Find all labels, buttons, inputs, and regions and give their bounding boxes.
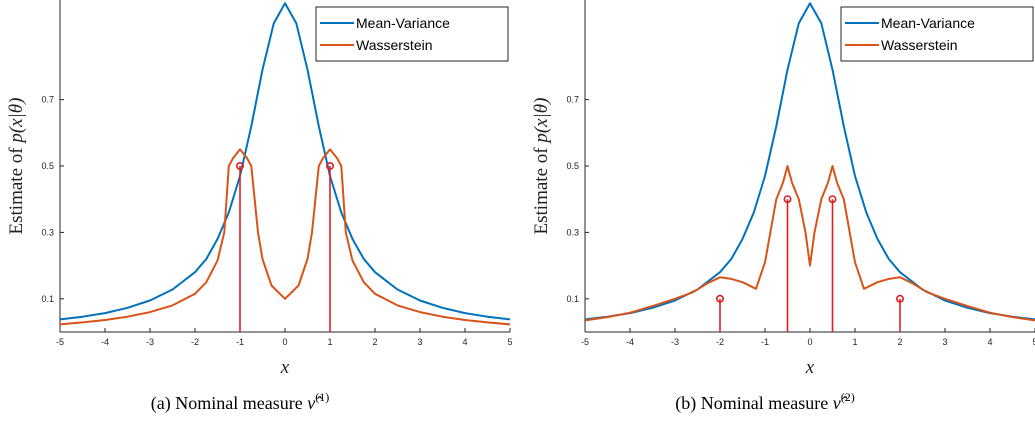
x-tick-label: 1 — [852, 337, 857, 347]
x-tick-label: -5 — [581, 337, 589, 347]
y-axis-label-text: Estimate of — [531, 143, 552, 235]
x-tick-label: 0 — [807, 337, 812, 347]
y-tick-label: 0.1 — [566, 294, 579, 304]
y-tick-label: 0.3 — [41, 227, 54, 237]
x-tick-label: -1 — [761, 337, 769, 347]
chart-panel-1: -5 -4 -3 -2 -1 0 1 2 3 4 5 0.1 0.3 0.5 0.7 Mean-Varianc… — [531, 0, 1035, 414]
x-tick-label: -3 — [671, 337, 679, 347]
x-tick-label: 5 — [1032, 337, 1035, 347]
x-tick-label: -1 — [236, 337, 244, 347]
panel-caption: (a) Nominal measure ν̂(1) — [151, 390, 329, 414]
x-tick-label: 3 — [417, 337, 422, 347]
y-axis-label-math: p(x|θ) — [531, 98, 552, 145]
stem-marker — [895, 294, 904, 303]
series-line-wasserstein — [584, 165, 1035, 322]
legend-box — [840, 6, 1034, 62]
stem-marker — [715, 294, 724, 303]
x-tick-label: 4 — [462, 337, 467, 347]
x-axis-label: x — [280, 357, 290, 378]
chart-panel-0: -5 -4 -3 -2 -1 0 1 2 3 4 5 0.1 0.3 0.5 0.7 Mean-Varianc… — [6, 0, 513, 414]
x-tick-label: 3 — [942, 337, 947, 347]
y-tick-label: 0.5 — [41, 161, 54, 171]
x-tick-label: 4 — [987, 337, 992, 347]
x-tick-label: -2 — [191, 337, 199, 347]
series-line-wasserstein — [59, 148, 511, 326]
y-axis-label-text: Estimate of — [6, 143, 27, 235]
legend-box — [315, 6, 509, 62]
x-tick-label: 2 — [372, 337, 377, 347]
legend: Mean-Variance Wasserstein — [315, 6, 509, 62]
x-tick-label: 1 — [327, 337, 332, 347]
legend-label: Wasserstein — [356, 37, 433, 53]
y-tick-label: 0.7 — [566, 95, 579, 105]
legend-label: Wasserstein — [881, 37, 958, 53]
caption-prefix: (b) Nominal measure — [675, 393, 832, 414]
panel-caption: (b) Nominal measure ν̂(2) — [675, 390, 854, 414]
caption-superscript: (1) — [315, 390, 329, 404]
caption-prefix: (a) Nominal measure — [151, 393, 307, 414]
y-tick-label: 0.7 — [41, 95, 54, 105]
legend-label: Mean-Variance — [356, 15, 450, 31]
series-line-mean-variance — [59, 2, 511, 321]
stem-marker — [828, 195, 837, 204]
y-axis-label-math: p(x|θ) — [6, 98, 27, 145]
stem-marker — [236, 162, 245, 171]
y-tick-label: 0.5 — [566, 161, 579, 171]
stem-marker — [783, 195, 792, 204]
caption-superscript: (2) — [841, 390, 855, 404]
y-tick-label: 0.1 — [41, 294, 54, 304]
x-tick-label: 0 — [282, 337, 287, 347]
x-tick-label: -4 — [626, 337, 634, 347]
x-tick-label: -4 — [101, 337, 109, 347]
x-tick-label: -2 — [716, 337, 724, 347]
stem-marker — [325, 162, 334, 171]
x-tick-label: -5 — [56, 337, 64, 347]
y-axis-label: Estimate of p(x|θ) — [531, 98, 552, 235]
x-tick-label: 2 — [897, 337, 902, 347]
x-axis-label: x — [805, 357, 815, 378]
legend-label: Mean-Variance — [881, 15, 975, 31]
y-tick-label: 0.3 — [566, 227, 579, 237]
legend: Mean-Variance Wasserstein — [840, 6, 1034, 62]
x-tick-label: -3 — [146, 337, 154, 347]
y-axis-label: Estimate of p(x|θ) — [6, 98, 27, 235]
x-tick-label: 5 — [507, 337, 512, 347]
